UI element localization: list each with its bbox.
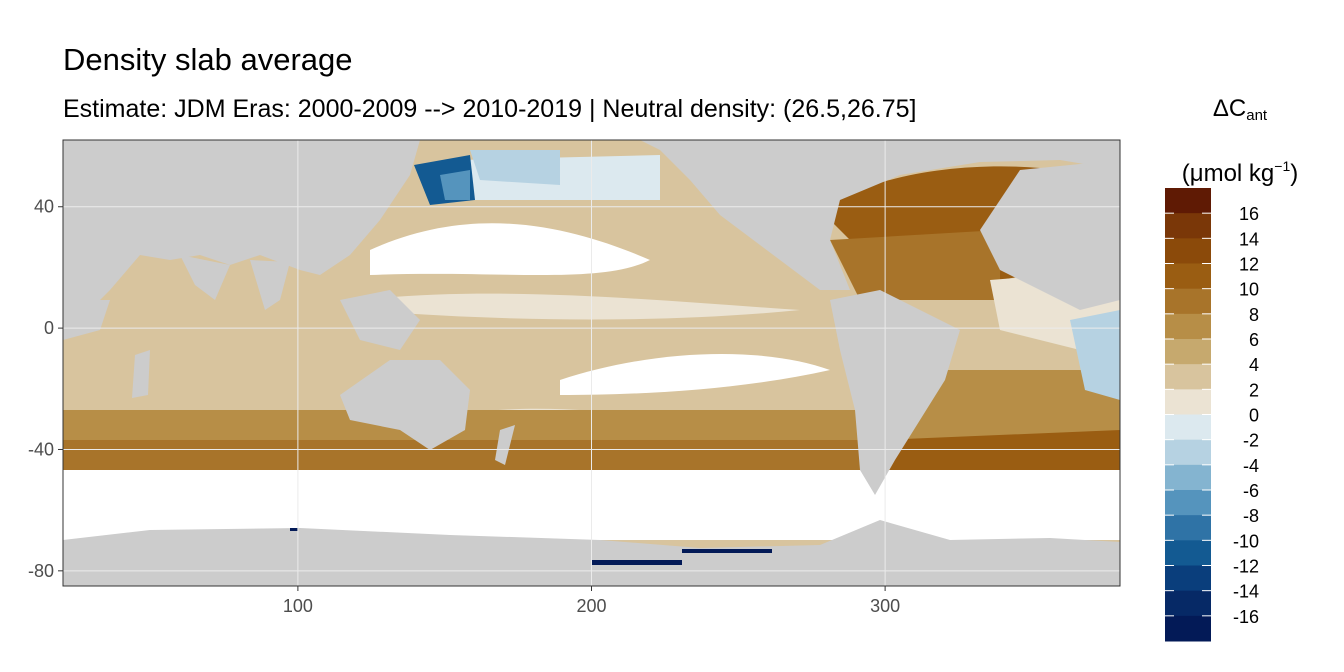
colorbar-segment <box>1165 389 1211 415</box>
southern-band-dark <box>63 440 893 475</box>
colorbar-segment <box>1165 263 1211 290</box>
colorbar-segment <box>1165 464 1211 491</box>
colorbar-label: -6 <box>1243 481 1259 501</box>
legend-title: ΔCant (μmol kg−1) <box>1150 84 1330 199</box>
chart-title: Density slab average <box>63 42 353 77</box>
x-tick-label: 100 <box>283 596 313 616</box>
colorbar-label: -2 <box>1243 431 1259 451</box>
colorbar-segment <box>1165 213 1211 239</box>
colorbar-label: 2 <box>1249 380 1259 400</box>
y-tick-label: 40 <box>34 197 54 217</box>
shelf-dark-blue-3 <box>290 528 298 531</box>
pacific-north-white <box>370 223 650 275</box>
chart-subtitle: Estimate: JDM Eras: 2000-2009 --> 2010-2… <box>63 95 917 123</box>
legend-colorbar: 16 14 12 10 8 6 4 2 0 -2 -4 -6 -8 -10 -12 -14 -16 <box>1165 188 1259 642</box>
colorbar-segment <box>1165 313 1211 340</box>
colorbar-segment <box>1165 188 1211 214</box>
colorbar-segment <box>1165 439 1211 466</box>
colorbar-segment <box>1165 288 1211 315</box>
colorbar-label: -4 <box>1243 456 1259 476</box>
shelf-dark-blue <box>592 560 682 565</box>
colorbar-segment <box>1165 238 1211 264</box>
y-tick-label: -40 <box>28 439 54 459</box>
colorbar-label: -8 <box>1243 506 1259 526</box>
pacific-eq-light <box>360 293 800 320</box>
colorbar-label: -14 <box>1233 582 1259 602</box>
colorbar-segment <box>1165 515 1211 541</box>
colorbar-segment <box>1165 590 1211 617</box>
shelf-dark-blue-2 <box>682 549 772 553</box>
colorbar-label: 8 <box>1249 305 1259 325</box>
grid <box>63 140 1120 586</box>
colorbar-segment <box>1165 339 1211 365</box>
indian-ocean <box>70 277 340 410</box>
x-axis: 100 200 300 <box>283 586 900 616</box>
y-tick-label: 0 <box>44 318 54 338</box>
colorbar-segment <box>1165 565 1211 592</box>
legend-unit: (μmol kg−1) <box>1181 158 1299 187</box>
colorbar-label: -12 <box>1233 557 1259 577</box>
x-tick-label: 300 <box>870 596 900 616</box>
colorbar-label: 16 <box>1239 204 1259 224</box>
colorbar-segment <box>1165 490 1211 516</box>
y-axis: 40 0 -40 -80 <box>28 197 63 581</box>
colorbar-label: 10 <box>1239 280 1259 300</box>
legend-symbol: ΔCant <box>1212 95 1268 124</box>
colorbar-segment <box>1165 540 1211 566</box>
northwest-pacific-mid-blue <box>440 170 470 200</box>
colorbar-label: -10 <box>1233 531 1259 551</box>
colorbar-segment <box>1165 615 1211 642</box>
colorbar-label: 6 <box>1249 330 1259 350</box>
north-pacific-blue <box>470 150 560 185</box>
colorbar-label: 4 <box>1249 355 1259 375</box>
colorbar-label: 12 <box>1239 255 1259 275</box>
colorbar-segment <box>1165 364 1211 390</box>
north-atlantic-mid <box>830 230 1000 300</box>
pacific-south-white <box>560 353 830 395</box>
y-tick-label: -80 <box>28 561 54 581</box>
colorbar-label: 0 <box>1249 406 1259 426</box>
colorbar-label: 14 <box>1239 229 1259 249</box>
colorbar-segment <box>1165 414 1211 441</box>
atlantic-blue-patch <box>1070 310 1120 400</box>
x-tick-label: 200 <box>576 596 606 616</box>
colorbar-label: -16 <box>1233 607 1259 627</box>
